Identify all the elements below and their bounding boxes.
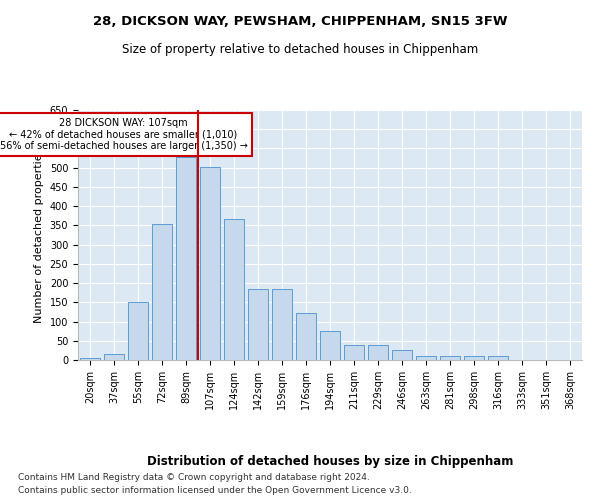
Bar [464, 356, 484, 360]
Bar [440, 356, 460, 360]
Bar [344, 346, 364, 360]
Bar [416, 356, 436, 360]
Bar [224, 219, 244, 360]
Bar [152, 224, 172, 360]
Bar [296, 313, 316, 360]
Text: Contains HM Land Registry data © Crown copyright and database right 2024.: Contains HM Land Registry data © Crown c… [18, 472, 370, 482]
Bar [368, 346, 388, 360]
Y-axis label: Number of detached properties: Number of detached properties [34, 148, 44, 322]
Bar [128, 302, 148, 360]
Text: Distribution of detached houses by size in Chippenham: Distribution of detached houses by size … [147, 455, 513, 468]
Bar [248, 289, 268, 360]
Bar [272, 289, 292, 360]
Bar [320, 331, 340, 360]
Text: 28, DICKSON WAY, PEWSHAM, CHIPPENHAM, SN15 3FW: 28, DICKSON WAY, PEWSHAM, CHIPPENHAM, SN… [93, 15, 507, 28]
Text: Contains public sector information licensed under the Open Government Licence v3: Contains public sector information licen… [18, 486, 412, 495]
Bar [392, 350, 412, 360]
Bar [80, 358, 100, 360]
Bar [200, 168, 220, 360]
Bar [104, 354, 124, 360]
Text: 28 DICKSON WAY: 107sqm
← 42% of detached houses are smaller (1,010)
56% of semi-: 28 DICKSON WAY: 107sqm ← 42% of detached… [0, 118, 248, 151]
Bar [488, 356, 508, 360]
Text: Size of property relative to detached houses in Chippenham: Size of property relative to detached ho… [122, 42, 478, 56]
Bar [176, 157, 196, 360]
